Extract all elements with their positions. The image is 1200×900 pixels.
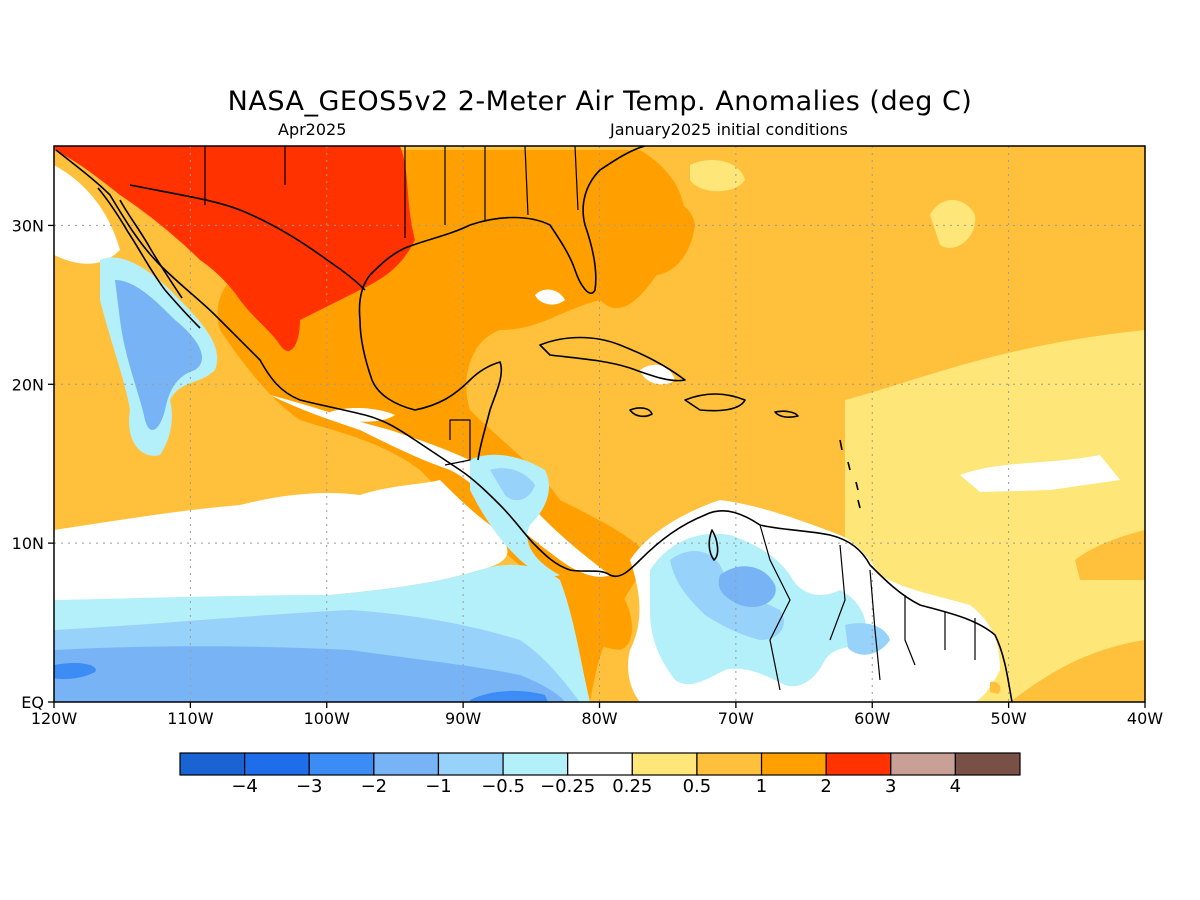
graticule — [54, 146, 1145, 702]
anomaly-region — [54, 646, 565, 702]
anomaly-region — [1075, 530, 1145, 580]
x-tick-label: 50W — [991, 709, 1027, 728]
colorbar-label: −4 — [231, 776, 258, 797]
latitude-axis: EQ 10N 20N 30N — [12, 216, 54, 712]
coastline — [97, 187, 201, 329]
forecast-month: Apr2025 — [278, 120, 347, 139]
anomaly-field — [54, 146, 1145, 702]
coastline — [708, 529, 719, 561]
colorbar-swatch — [567, 752, 633, 776]
longitude-axis: 120W 110W 100W 90W 80W 70W 60W 50W 40W — [31, 702, 1163, 728]
colorbar-label: 0.25 — [612, 776, 652, 797]
colorbar-label: −2 — [361, 776, 388, 797]
colorbar: −4 −3 −2 −1 −0.5 −0.25 0.25 0.5 1 2 3 4 — [179, 752, 1021, 797]
colorbar-swatch — [760, 752, 827, 776]
colorbar-label: 2 — [820, 776, 831, 797]
anomaly-region — [535, 289, 565, 305]
border — [129, 184, 366, 291]
anomaly-region — [575, 586, 632, 650]
colorbar-label: −1 — [425, 776, 452, 797]
x-tick-label: 80W — [581, 709, 617, 728]
colorbar-swatch — [631, 752, 698, 776]
colorbar-swatch — [373, 752, 440, 776]
anomaly-region — [54, 662, 96, 680]
anomaly-region — [618, 198, 695, 276]
coastline — [639, 510, 1013, 702]
anomaly-region — [845, 623, 890, 655]
colorbar-label: −3 — [296, 776, 323, 797]
x-tick-label: 60W — [854, 709, 890, 728]
anomaly-region — [990, 681, 1001, 694]
coastline — [684, 393, 746, 412]
anomaly-region — [54, 146, 415, 351]
colorbar-swatch — [890, 752, 956, 776]
colorbar-label: −0.25 — [540, 776, 595, 797]
anomaly-region — [54, 165, 120, 264]
colorbar-swatch — [244, 752, 310, 776]
initial-conditions-label: January2025 initial conditions — [610, 120, 848, 139]
coastline — [839, 439, 861, 509]
coastline — [539, 336, 686, 382]
y-tick-label: EQ — [21, 693, 44, 712]
x-tick-label: 120W — [31, 709, 78, 728]
anomaly-region — [690, 160, 745, 192]
y-tick-label: 20N — [12, 375, 44, 394]
x-tick-label: 100W — [304, 709, 351, 728]
anomaly-region — [470, 454, 560, 577]
colorbar-label: 3 — [885, 776, 896, 797]
anomaly-region — [930, 200, 976, 248]
coastline — [358, 224, 503, 461]
border — [204, 146, 579, 238]
anomaly-region — [718, 566, 776, 608]
x-tick-label: 90W — [445, 709, 481, 728]
border — [444, 419, 471, 466]
colorbar-label: 0.5 — [683, 776, 712, 797]
colorbar-swatch — [179, 752, 246, 776]
map-title: NASA_GEOS5v2 2-Meter Air Temp. Anomalies… — [227, 86, 973, 117]
anomaly-region — [490, 468, 535, 501]
colorbar-swatch — [502, 752, 569, 776]
y-tick-label: 30N — [12, 216, 44, 235]
anomaly-region — [470, 690, 548, 702]
colorbar-label: 4 — [950, 776, 961, 797]
colorbar-swatch — [696, 752, 763, 776]
x-tick-label: 40W — [1127, 709, 1163, 728]
border — [759, 524, 976, 691]
x-tick-label: 110W — [167, 709, 214, 728]
colorbar-label: 1 — [756, 776, 767, 797]
coastline — [629, 407, 653, 418]
anomaly-region — [54, 480, 508, 605]
colorbar-swatch — [825, 752, 892, 776]
x-tick-label: 70W — [718, 709, 754, 728]
anomaly-region — [960, 455, 1120, 492]
anomaly-region — [115, 280, 203, 431]
y-tick-label: 10N — [12, 534, 44, 553]
colorbar-swatch — [308, 752, 375, 776]
coastline — [774, 410, 799, 418]
coastline — [469, 146, 646, 295]
colorbar-label: −0.5 — [481, 776, 525, 797]
colorbar-swatch — [954, 752, 1021, 776]
colorbar-swatch — [437, 752, 504, 776]
coastlines — [55, 146, 1013, 702]
